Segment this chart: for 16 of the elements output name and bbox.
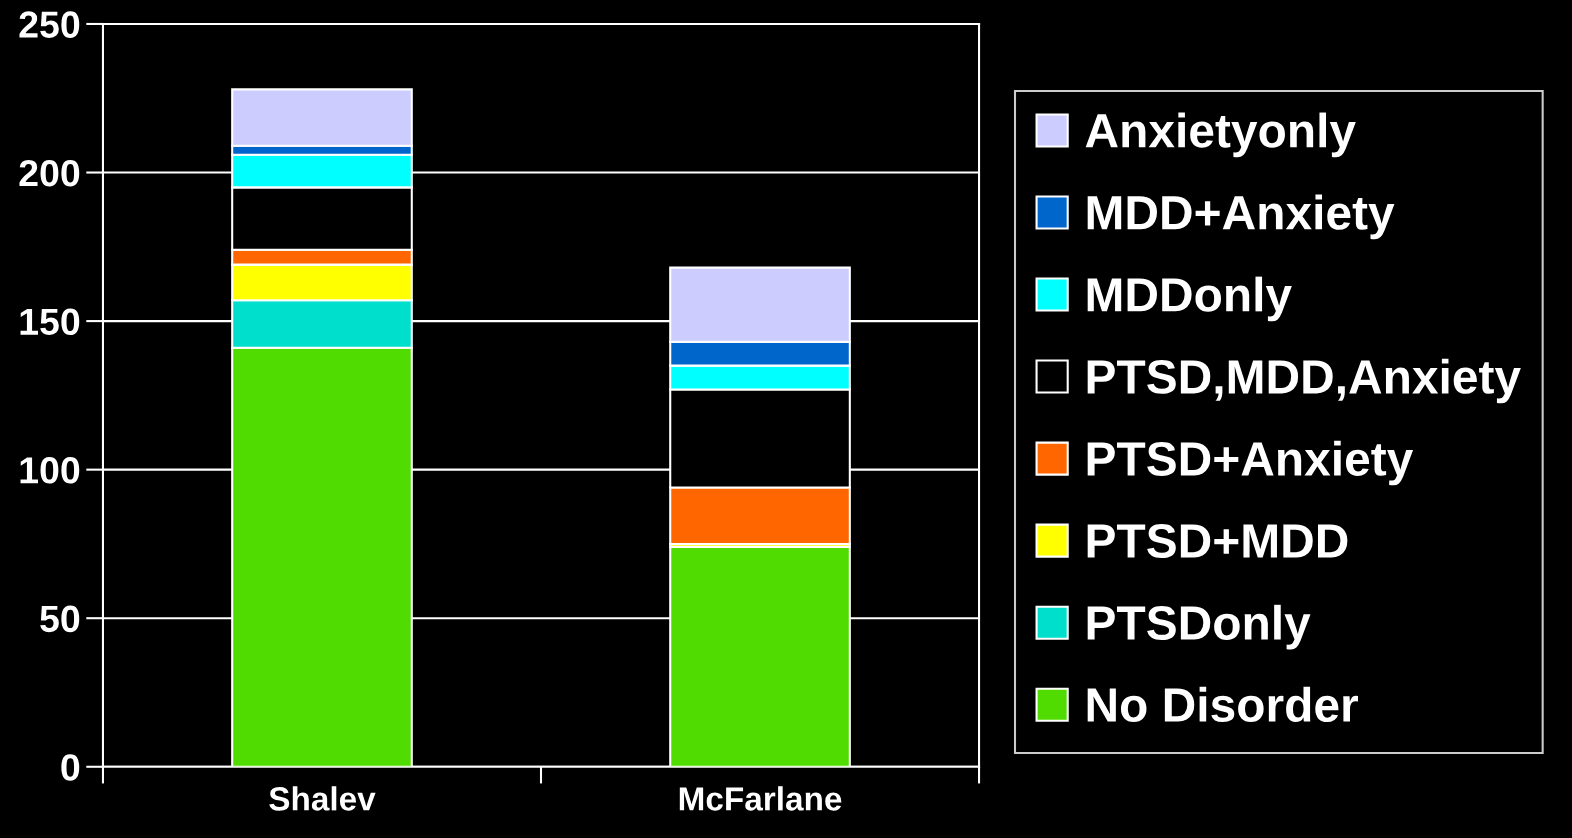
- y-tick-label: 0: [61, 754, 80, 781]
- legend-label: PTSDonly: [1087, 604, 1311, 650]
- y-tick-label: 250: [19, 11, 80, 38]
- legend-label: MDD+Anxiety: [1087, 194, 1395, 240]
- legend-label: PTSD,MDD,Anxiety: [1087, 358, 1521, 404]
- y-tick-label: 100: [20, 457, 80, 484]
- legend-label: MDDonly: [1087, 276, 1292, 322]
- y-tick-label: 200: [19, 159, 80, 187]
- y-tick-label: 150: [20, 308, 80, 336]
- x-tick-label: Shalev: [269, 786, 376, 811]
- y-tick-label: 50: [40, 605, 80, 633]
- legend-label: No Disorder: [1087, 686, 1358, 723]
- legend-label: PTSD+MDD: [1087, 524, 1348, 558]
- legend-label: PTSD+Anxiety: [1087, 440, 1414, 486]
- legend-label: Anxietyonly: [1085, 112, 1356, 158]
- x-tick-label: McFarlane: [679, 786, 842, 811]
